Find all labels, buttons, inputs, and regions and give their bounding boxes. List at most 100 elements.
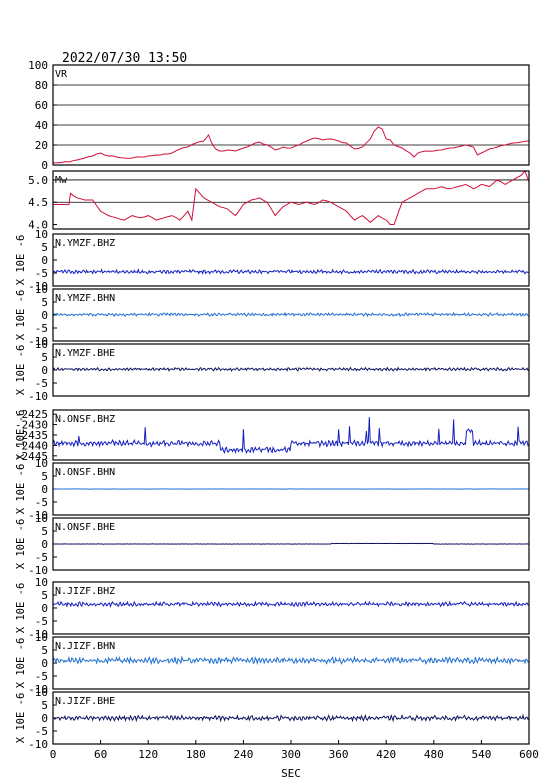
y-tick-label: 10	[35, 283, 48, 296]
y-tick-label: -2440	[15, 439, 48, 452]
y-tick-label: -10	[28, 738, 48, 751]
panel-label: VR	[55, 69, 68, 80]
y-tick-label: -10	[28, 509, 48, 522]
y-tick-label: 5	[41, 644, 48, 657]
y-tick-label: -5	[35, 267, 48, 280]
x-tick-label: 300	[281, 748, 301, 761]
y-tick-label: -5	[35, 551, 48, 564]
panel-frame	[52, 233, 530, 287]
series-line	[52, 170, 530, 225]
y-tick-label: -2435	[15, 429, 48, 442]
y-axis-label: X 10E -6	[15, 638, 27, 689]
panel-frame	[52, 288, 530, 342]
x-tick-label: 60	[94, 748, 107, 761]
y-tick-label: -2430	[15, 419, 48, 432]
y-axis-label: X 10E -6	[15, 464, 27, 515]
y-axis-label: X 10E -6	[15, 345, 27, 396]
y-tick-label: 80	[35, 79, 48, 92]
y-tick-label: -10	[28, 335, 48, 348]
panel-label: N.JIZF.BHZ	[55, 586, 115, 597]
panel-frame	[52, 343, 530, 397]
y-tick-label: 0	[41, 483, 48, 496]
y-tick-label: 0	[41, 364, 48, 377]
x-tick-label: 360	[329, 748, 349, 761]
y-tick-label: -5	[35, 615, 48, 628]
x-tick-label: 180	[186, 748, 206, 761]
series-line	[52, 311, 530, 318]
x-tick-label: 240	[233, 748, 253, 761]
x-tick-label: 0	[50, 748, 57, 761]
series-line	[52, 542, 530, 545]
y-tick-label: 10	[35, 457, 48, 470]
panel-label: N.YMZF.BHZ	[55, 238, 115, 249]
y-tick-label: 5.0	[28, 174, 48, 187]
y-tick-label: 10	[35, 338, 48, 351]
y-tick-label: 10	[35, 576, 48, 589]
y-tick-label: 0	[41, 159, 48, 172]
series-line	[52, 655, 530, 666]
x-tick-label: 600	[519, 748, 539, 761]
panel-label: N.JIZF.BHN	[55, 641, 115, 652]
y-tick-label: 0	[41, 254, 48, 267]
y-tick-label: -10	[28, 280, 48, 293]
y-tick-label: -10	[28, 628, 48, 641]
y-tick-label: 4.5	[28, 196, 48, 209]
x-axis: 0 60 120 180 240 300 360 420 480 540 600	[50, 740, 539, 761]
panel-label: N.ONSF.BHE	[55, 522, 115, 533]
y-tick-label: -10	[28, 683, 48, 696]
y-axis-label: X 10E -6	[15, 583, 27, 634]
y-tick-label: 5	[41, 296, 48, 309]
y-tick-label: -5	[35, 377, 48, 390]
panel-mw: 4.0 4.5 5.0 Mw	[28, 170, 530, 232]
chart-title: 2022/07/30 13:50	[62, 51, 187, 66]
y-axis-label: X 10E -6	[15, 290, 27, 341]
x-tick-label: 540	[471, 748, 491, 761]
y-tick-label: 5	[41, 589, 48, 602]
series-line	[52, 366, 530, 372]
y-tick-label: -2425	[15, 408, 48, 421]
y-tick-label: -5	[35, 725, 48, 738]
y-tick-label: -5	[35, 670, 48, 683]
y-axis-label: X 10E -6	[15, 519, 27, 570]
y-tick-label: 5	[41, 470, 48, 483]
y-tick-label: 0	[41, 309, 48, 322]
series-line	[52, 713, 530, 723]
series-line	[52, 600, 530, 608]
y-axis-label: X 10E -6	[15, 235, 27, 286]
panel-vr: 0 20 40 60 80 100 VR	[28, 59, 530, 172]
panel-label: N.YMZF.BHE	[55, 348, 115, 359]
y-tick-label: 10	[35, 228, 48, 241]
panel-label: N.ONSF.BHZ	[55, 414, 115, 425]
series-line	[52, 417, 530, 455]
y-axis-label: X 10E -6	[15, 410, 27, 461]
y-tick-label: 0	[41, 712, 48, 725]
panel-frame	[52, 64, 530, 166]
x-tick-label: 420	[376, 748, 396, 761]
y-tick-label: 20	[35, 139, 48, 152]
y-tick-label: 100	[28, 59, 48, 72]
panel-frame	[52, 170, 530, 230]
y-axis-label: X 10E -6	[15, 693, 27, 744]
y-tick-label: -10	[28, 564, 48, 577]
y-tick-label: 5	[41, 241, 48, 254]
panel-label: N.YMZF.BHN	[55, 293, 115, 304]
y-tick-label: 0	[41, 538, 48, 551]
y-tick-label: 0	[41, 657, 48, 670]
y-tick-label: 10	[35, 686, 48, 699]
y-tick-label: -5	[35, 322, 48, 335]
y-tick-label: -5	[35, 496, 48, 509]
panel-frame	[52, 409, 530, 461]
panel-frame	[52, 636, 530, 690]
panel-label: Mw	[55, 175, 68, 186]
series-line	[52, 126, 530, 164]
y-tick-label: 5	[41, 351, 48, 364]
